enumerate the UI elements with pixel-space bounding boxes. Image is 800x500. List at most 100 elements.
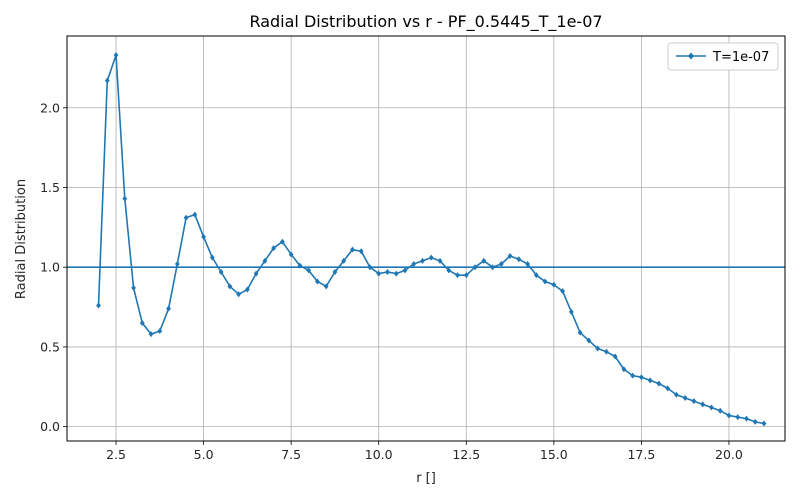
data-point: [525, 261, 530, 268]
x-tick-label: 5.0: [194, 447, 214, 462]
legend: T=1e-07: [667, 42, 779, 71]
data-point: [297, 262, 303, 269]
data-point: [498, 261, 504, 268]
data-point: [691, 398, 697, 405]
data-point: [516, 256, 522, 263]
data-point: [586, 337, 592, 344]
data-point: [350, 246, 355, 253]
data-point: [201, 233, 206, 240]
data-point: [455, 272, 460, 279]
data-point: [463, 272, 469, 279]
chart-title: Radial Distribution vs r - PF_0.5445_T_1…: [249, 12, 602, 32]
data-point: [507, 253, 513, 260]
y-tick-label: 0.0: [40, 419, 60, 434]
y-tick-label: 1.5: [40, 180, 60, 195]
data-point: [472, 264, 478, 271]
data-point: [280, 238, 285, 245]
data-point: [674, 391, 679, 398]
data-point: [315, 278, 320, 285]
data-point: [603, 348, 609, 355]
data-point: [551, 281, 557, 288]
data-point: [166, 305, 171, 312]
x-tick-label: 17.5: [627, 447, 655, 462]
data-point: [367, 264, 373, 271]
x-tick-label: 15.0: [540, 447, 568, 462]
data-point: [542, 278, 548, 285]
data-point: [481, 257, 487, 264]
data-point: [647, 377, 653, 384]
data-point: [96, 302, 101, 309]
data-point: [306, 267, 312, 274]
data-point: [446, 267, 452, 274]
data-point: [227, 283, 233, 290]
data-point: [682, 394, 688, 401]
data-point: [192, 211, 198, 218]
data-point: [113, 52, 119, 59]
data-point: [411, 261, 417, 268]
y-axis-label: Radial Distribution: [14, 179, 29, 299]
data-point: [744, 415, 749, 422]
data-point: [323, 283, 329, 290]
data-point: [402, 267, 408, 274]
data-point: [428, 254, 434, 261]
x-tick-label: 7.5: [281, 447, 301, 462]
data-point: [131, 284, 136, 291]
data-point: [656, 380, 662, 387]
x-tick-label: 10.0: [365, 447, 393, 462]
data-point: [700, 401, 706, 408]
x-axis-label: r []: [416, 471, 436, 486]
data-point: [341, 257, 347, 264]
data-point: [271, 245, 277, 252]
data-point: [174, 261, 180, 268]
data-point: [709, 404, 714, 411]
x-tick-label: 12.5: [452, 447, 480, 462]
data-point: [568, 308, 574, 315]
data-point: [288, 251, 294, 258]
legend-box: [667, 42, 779, 71]
data-point: [612, 353, 618, 360]
data-point: [236, 291, 242, 298]
data-point: [358, 248, 364, 255]
data-point: [639, 374, 644, 381]
x-tick-label: 20.0: [715, 447, 743, 462]
data-point: [376, 270, 382, 277]
data-point: [218, 268, 224, 275]
data-point: [437, 257, 443, 264]
series-layer: [96, 52, 767, 427]
data-point: [490, 264, 495, 271]
data-point: [183, 214, 189, 221]
data-point: [761, 420, 767, 427]
data-point: [385, 268, 390, 275]
data-point: [630, 372, 636, 379]
x-tick-label: 2.5: [106, 447, 126, 462]
data-point: [332, 268, 338, 275]
x-axis-ticks: 2.5 5.0 7.5 10.0 12.5 15.0 17.5 20.0: [106, 441, 743, 462]
data-point: [665, 385, 671, 392]
data-point: [157, 327, 163, 334]
data-point: [209, 254, 215, 261]
data-point: [726, 412, 732, 419]
data-point: [560, 288, 565, 295]
data-point: [148, 331, 154, 338]
data-point: [253, 270, 259, 277]
data-point: [577, 329, 583, 336]
y-tick-label: 0.5: [40, 339, 60, 354]
legend-entry-label: T=1e-07: [712, 50, 769, 65]
legend-marker-sample: [688, 52, 694, 60]
y-axis-ticks: 0.0 0.5 1.0 1.5 2.0: [40, 100, 67, 434]
data-point: [393, 270, 399, 277]
data-point: [752, 418, 758, 425]
data-point: [139, 320, 145, 327]
plot-frame: [66, 35, 786, 442]
data-point: [533, 272, 539, 279]
data-point: [595, 345, 601, 352]
data-point: [717, 407, 723, 414]
data-point: [104, 77, 110, 84]
data-point: [122, 195, 128, 202]
y-tick-label: 1.0: [40, 260, 60, 275]
data-point: [621, 366, 627, 373]
data-point: [262, 257, 268, 264]
data-point: [244, 286, 250, 293]
